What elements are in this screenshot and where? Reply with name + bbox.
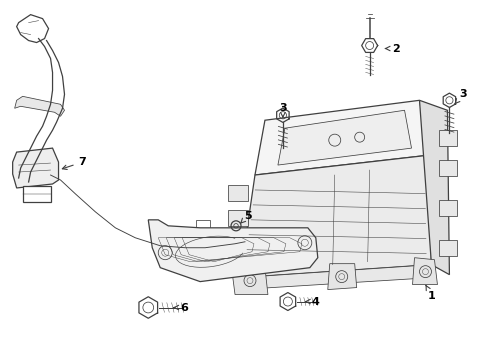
Bar (23, 186, 50, 202)
Text: 3: 3 (455, 89, 467, 104)
Text: 2: 2 (386, 44, 399, 54)
Bar (440, 160, 457, 176)
Bar (440, 200, 457, 216)
Polygon shape (240, 265, 432, 289)
Text: 6: 6 (174, 302, 188, 312)
Polygon shape (240, 155, 432, 278)
Text: 4: 4 (306, 297, 320, 306)
Text: 3: 3 (279, 103, 287, 117)
Polygon shape (419, 100, 449, 275)
Polygon shape (15, 96, 65, 116)
Bar (228, 210, 248, 226)
Polygon shape (413, 258, 438, 285)
Bar (228, 185, 248, 201)
Bar (440, 240, 457, 256)
Text: 5: 5 (241, 211, 252, 223)
Bar (228, 238, 248, 254)
Text: 7: 7 (62, 157, 86, 170)
Polygon shape (148, 220, 318, 282)
Bar (196, 220, 210, 234)
Polygon shape (278, 110, 412, 165)
Polygon shape (232, 265, 268, 294)
Polygon shape (255, 100, 429, 175)
Text: 1: 1 (426, 285, 435, 301)
Bar (440, 130, 457, 146)
Polygon shape (328, 264, 357, 289)
Polygon shape (13, 148, 58, 188)
